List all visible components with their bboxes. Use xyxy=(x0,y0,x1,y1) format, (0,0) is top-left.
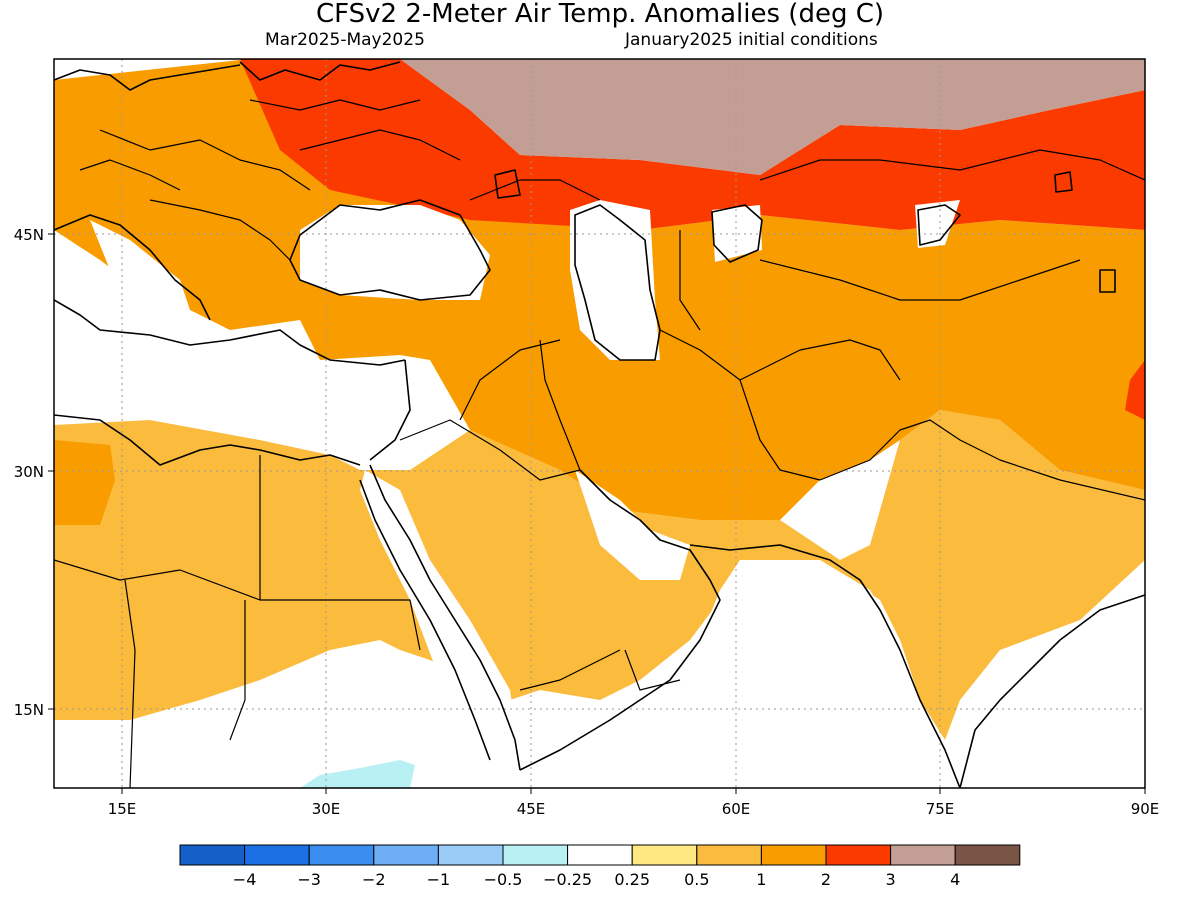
colorbar-tick-label: 2 xyxy=(821,870,831,889)
lon-tick-label: 90E xyxy=(1131,800,1160,818)
aral-sea xyxy=(712,205,762,262)
graticule xyxy=(54,59,1145,788)
anomaly-region-3-4 xyxy=(400,59,1145,175)
colorbar-swatch xyxy=(760,844,827,866)
lon-tick-label: 75E xyxy=(926,800,955,818)
colorbar-tick-label: −0.5 xyxy=(484,870,523,889)
colorbar: −4 −3 −2 −1 −0.5 −0.25 0.25 0.5 1 2 3 4 xyxy=(179,844,1021,889)
bay-of-bengal xyxy=(960,600,1145,788)
colorbar-tick-label: −1 xyxy=(427,870,451,889)
anomaly-region-0.5-1 xyxy=(54,410,1145,740)
forecast-period: Mar2025-May2025 xyxy=(265,30,425,50)
colorbar-swatch xyxy=(954,844,1021,866)
colorbar-tick-label: 1 xyxy=(756,870,766,889)
colorbar-swatch xyxy=(437,844,504,866)
map-panel xyxy=(54,59,1145,788)
persian-gulf xyxy=(575,470,690,580)
colorbar-tick-label: −4 xyxy=(233,870,257,889)
anomaly-region-1-2-africa xyxy=(54,440,115,525)
colorbar-tick-label: −3 xyxy=(297,870,321,889)
country-borders xyxy=(54,99,1145,788)
colorbar-swatch xyxy=(567,844,633,866)
colorbar-tick-label: 0.25 xyxy=(614,870,650,889)
anomaly-region-2-3-east xyxy=(1125,360,1145,420)
latitude-axis: 45N 30N 15N xyxy=(14,226,54,719)
colorbar-swatch xyxy=(696,844,762,866)
colorbar-tick-label: 3 xyxy=(886,870,896,889)
lon-tick-label: 60E xyxy=(722,800,751,818)
caspian-sea xyxy=(570,200,660,360)
longitude-axis: 15E 30E 45E 60E 75E 90E xyxy=(108,788,1160,818)
lat-tick-label: 15N xyxy=(14,701,44,719)
lat-tick-label: 30N xyxy=(14,463,44,481)
lat-tick-label: 45N xyxy=(14,226,44,244)
colorbar-tick-label: −2 xyxy=(362,870,386,889)
colorbar-swatch xyxy=(179,844,246,866)
initial-conditions-label: January2025 initial conditions xyxy=(624,30,878,50)
mediterranean-sea xyxy=(54,290,405,455)
lon-tick-label: 30E xyxy=(312,800,341,818)
colorbar-swatch xyxy=(244,844,310,866)
lon-tick-label: 45E xyxy=(517,800,546,818)
map-frame xyxy=(53,58,1146,789)
lon-tick-label: 15E xyxy=(108,800,137,818)
colorbar-tick-label: 4 xyxy=(950,870,960,889)
colorbar-swatch xyxy=(373,844,439,866)
black-sea xyxy=(300,205,490,300)
anomaly-region-2-3 xyxy=(240,59,1145,230)
colorbar-tick-label: 0.5 xyxy=(684,870,709,889)
arabian-sea xyxy=(540,560,945,788)
colorbar-swatch xyxy=(825,844,892,866)
map-title: CFSv2 2-Meter Air Temp. Anomalies (deg C… xyxy=(316,0,884,29)
balkhash-lake xyxy=(915,200,960,248)
colorbar-swatch xyxy=(890,844,956,866)
colorbar-swatch xyxy=(631,844,698,866)
anomaly-region-negative xyxy=(300,760,415,788)
colorbar-tick-label: −0.25 xyxy=(543,870,592,889)
adriatic-sea xyxy=(90,220,190,310)
colorbar-swatch xyxy=(502,844,569,866)
colorbar-swatch xyxy=(308,844,375,866)
southwest-africa-white xyxy=(54,735,300,788)
coastlines xyxy=(54,61,1145,788)
